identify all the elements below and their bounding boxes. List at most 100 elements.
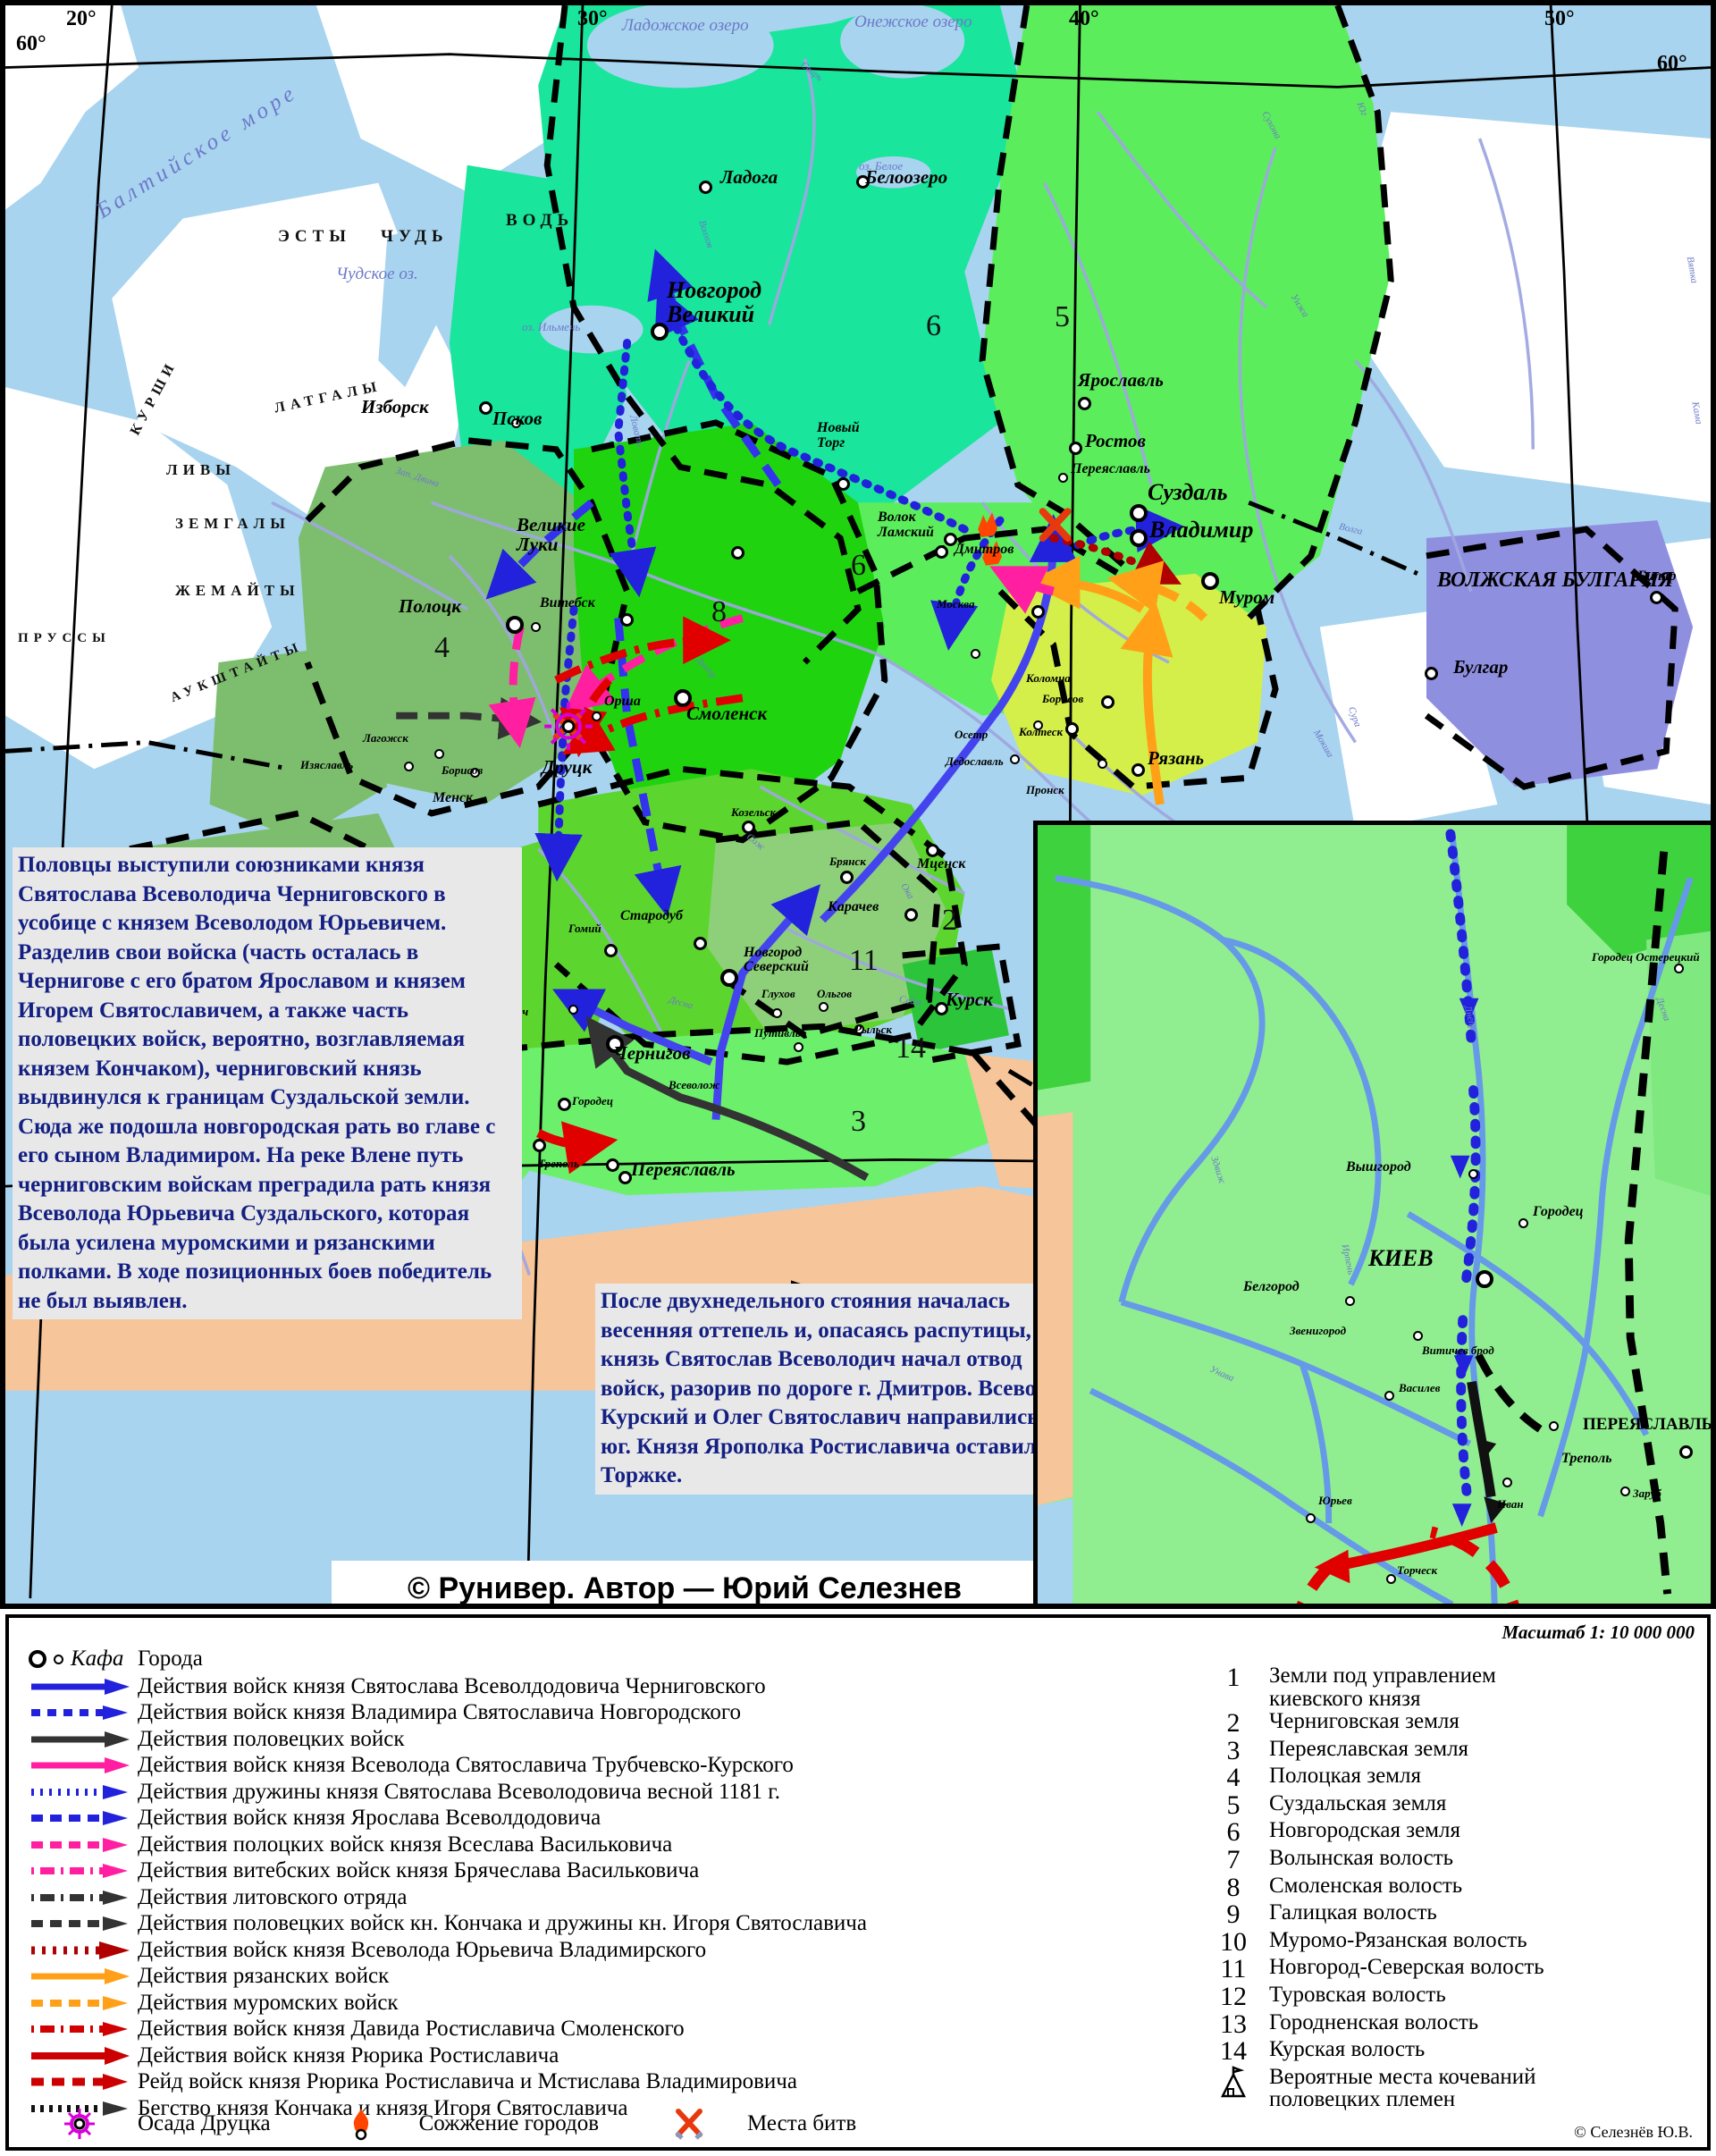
legend-row-label: Действия муромских войск [138, 1990, 399, 2015]
legend-row-label: Действия литовского отряда [138, 1884, 408, 1909]
city-pereyaslavl-zalessky: Переяславль [1071, 461, 1150, 476]
city-symbol-group: Кафа [21, 1646, 138, 1672]
city-borisov: Борисов [442, 763, 484, 777]
arrow-dashdot-black-icon [21, 1887, 138, 1908]
legend-row-label: Действия полоцких войск князя Всеслава В… [138, 1832, 673, 1857]
city-rostov: Ростов [1085, 430, 1146, 451]
arrow-dashed-red-icon [21, 2071, 138, 2093]
numbered-item: 3 Переяславская земля [1198, 1737, 1698, 1765]
inset-river-irpen: Ирпень [1339, 1242, 1357, 1276]
arrow-solid-orange-icon [21, 1966, 138, 1987]
note-middle: После двухнедельного стояния началась ве… [595, 1284, 1091, 1495]
inset-map-kiev[interactable]: Городец Остерецкий Вышгород Городец КИЕВ… [1033, 821, 1713, 1604]
river-svir: Свирь [798, 59, 825, 84]
city-novy-torg: Новый Торг [817, 420, 860, 451]
numbered-item: 12 Туровская волость [1198, 1983, 1698, 2011]
legend-fire-label: Сожжение городов [418, 2111, 599, 2135]
river-oka: Ока [898, 881, 916, 901]
river-sozh: Сож [744, 831, 768, 853]
inset-city-vitichev-brod: Витичев брод [1422, 1343, 1494, 1357]
numbered-key: 13 [1220, 2009, 1247, 2039]
numbered-value: Земли под управлением киевского князя [1269, 1664, 1496, 1710]
region-number-8: 8 [711, 595, 727, 628]
inset-city-torchesk: Торческ [1397, 1563, 1438, 1577]
city-novgorod-velikiy: Новгород Великий [667, 277, 761, 328]
city-polotsk: Полоцк [399, 595, 461, 617]
coord-30: 30° [577, 7, 608, 30]
numbered-value: Туровская волость [1269, 1982, 1446, 2007]
fire-icon [303, 2107, 419, 2141]
numbered-item: 11 Новгород-Северская волость [1198, 1956, 1698, 1983]
legend-row-label: Действия войск князя Всеволода Святослав… [138, 1753, 794, 1778]
note-left: Половцы выступили союзниками князя Свято… [13, 847, 522, 1319]
tribe-zemgaly: ЗЕМГАЛЫ [175, 515, 290, 532]
legend-row-label: Действия войск князя Владимира Святослав… [138, 1700, 742, 1725]
tribe-vod: ВОДЬ [506, 211, 575, 230]
legend-row: Действия войск князя Всеволода Святослав… [21, 1753, 1174, 1780]
city-dedoslavl: Дедославль [946, 754, 1004, 768]
main-map[interactable]: 20° 30° 40° 50° 60° 60° Балтийское море … [0, 0, 1716, 1609]
numbered-key: 7 [1226, 1844, 1241, 1874]
scale-label: Масштаб 1: 10 000 000 [1502, 1621, 1695, 1643]
legend-row-label: Действия дружины князя Святослава Всевол… [138, 1779, 780, 1804]
legend-row: Действия муромских войск [21, 1990, 1174, 2017]
legend-row-label: Действия войск князя Рюрика Ростиславича [138, 2042, 559, 2068]
numbered-key: 2 [1226, 1708, 1241, 1738]
arrow-solid-black-icon [21, 1729, 138, 1750]
city-beloozero: Белоозеро [865, 166, 948, 188]
legend-row: Действия витебских войск князя Брячеслав… [21, 1858, 1174, 1885]
river-dnepr: Днепр [694, 654, 719, 681]
legend-row: Действия дружины князя Святослава Всевол… [21, 1779, 1174, 1806]
arrow-dashed-orange-icon [21, 1992, 138, 2014]
numbered-key: 1 [1226, 1663, 1241, 1692]
numbered-key: 10 [1220, 1926, 1247, 1957]
inset-city-trepol: Треполь [1561, 1451, 1612, 1466]
inset-labels: Городец Остерецкий Вышгород Городец КИЕВ… [1038, 825, 1713, 1604]
river-unzha: Унжа [1288, 291, 1311, 320]
coord-40: 40° [1069, 7, 1099, 30]
inset-city-gorodets-ostretsky: Городец Остерецкий [1592, 950, 1700, 964]
legend-row: Действия литовского отряда [21, 1884, 1174, 1911]
city-dot-small-icon [54, 1654, 63, 1664]
legend-numbered-list: 1 Земли под управлением киевского князя … [1198, 1663, 1698, 2111]
city-moskva: Москва [937, 597, 975, 611]
legend-city-sample: Кафа [71, 1646, 124, 1671]
numbered-value: Черниговская земля [1269, 1709, 1459, 1733]
city-izborsk: Изборск [361, 396, 429, 417]
inset-city-ivan: Иван [1497, 1497, 1524, 1511]
numbered-value: Вероятные места кочеваний половецких пле… [1269, 2065, 1536, 2111]
city-yaroslavl: Ярославль [1078, 369, 1164, 391]
inset-city-pereyaslavl: ПЕРЕЯСЛАВЛЬ [1583, 1415, 1713, 1434]
numbered-item: 8 Смоленская волость [1198, 1874, 1698, 1902]
legend-row: Бегство князя Кончака и князя Игоря Свят… [21, 2095, 1174, 2122]
numbered-value: Суздальская земля [1269, 1790, 1447, 1815]
legend-row: Действия войск князя Давида Ростиславича… [21, 2017, 1174, 2043]
numbered-item: 10 Муромо-Рязанская волость [1198, 1926, 1698, 1957]
legend-symbol-rows: Кафа Города Действия войск князя Святосл… [21, 1645, 1174, 2122]
river-vyatka: Вятка [1684, 256, 1700, 284]
lake-onega: Онежское озеро [854, 13, 972, 31]
legend-battle-cell: Места битв [631, 2108, 856, 2140]
city-karachev: Карачев [828, 899, 879, 914]
city-pskov: Псков [492, 408, 543, 429]
numbered-value: Новгородская земля [1269, 1818, 1460, 1843]
numbered-value-line2: киевского князя [1269, 1686, 1421, 1711]
legend-row-label: Действия войск князя Давида Ростиславича… [138, 2017, 685, 2042]
city-dots [5, 5, 1711, 1604]
region-number-5: 5 [1055, 300, 1070, 333]
inset-city-yurev: Юрьев [1318, 1494, 1352, 1507]
numbered-value: Галицкая волость [1269, 1900, 1437, 1925]
city-volok-lamsky: Волок Ламский [878, 510, 934, 540]
lake-chudskoe: Чудское оз. [336, 265, 418, 283]
tribe-prussy: ПРУССЫ [18, 631, 111, 645]
city-olgov: Ольгов [817, 987, 853, 1000]
inset-city-gorodets: Городец [1533, 1204, 1584, 1219]
inset-city-belgorod: Белгород [1243, 1279, 1300, 1294]
numbered-key: 14 [1220, 2036, 1247, 2067]
city-borisov-2: Борисов [1042, 692, 1084, 705]
city-kolomna: Коломна [1026, 671, 1071, 685]
city-kursk: Курск [946, 989, 993, 1010]
river-lovat: Ловать [627, 414, 646, 448]
legend-bottom-strip: Осада Друцка Сожжение городов [21, 2106, 1174, 2142]
numbered-item: 7 Волынская волость [1198, 1844, 1698, 1874]
